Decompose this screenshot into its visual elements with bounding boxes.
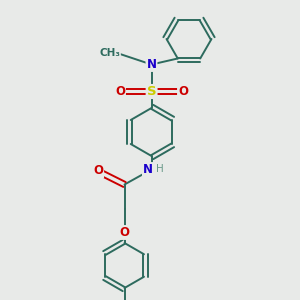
Text: O: O — [119, 226, 130, 239]
Text: H: H — [156, 164, 164, 175]
Text: N: N — [146, 58, 157, 71]
Text: CH₃: CH₃ — [99, 47, 120, 58]
Text: N: N — [143, 163, 153, 176]
Text: O: O — [178, 85, 188, 98]
Text: O: O — [115, 85, 125, 98]
Text: O: O — [93, 164, 103, 178]
Text: S: S — [147, 85, 156, 98]
